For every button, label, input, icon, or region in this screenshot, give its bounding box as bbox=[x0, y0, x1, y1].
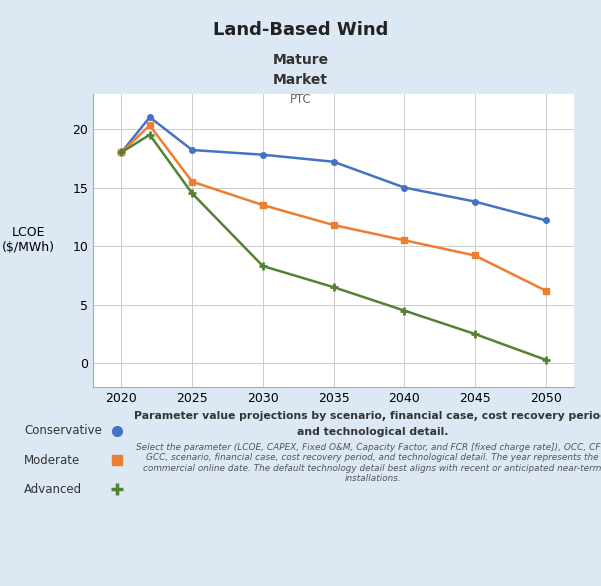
Text: Select the parameter (LCOE, CAPEX, Fixed O&M, Capacity Factor, and FCR [fixed ch: Select the parameter (LCOE, CAPEX, Fixed… bbox=[136, 443, 601, 483]
Text: LCOE
($/MWh): LCOE ($/MWh) bbox=[2, 226, 55, 254]
Text: Conservative: Conservative bbox=[24, 424, 102, 437]
Text: and technological detail.: and technological detail. bbox=[297, 427, 448, 437]
Text: Market: Market bbox=[273, 73, 328, 87]
Text: Land-Based Wind: Land-Based Wind bbox=[213, 21, 388, 39]
Text: PTC: PTC bbox=[290, 93, 311, 105]
Text: Mature: Mature bbox=[272, 53, 329, 67]
Text: Advanced: Advanced bbox=[24, 483, 82, 496]
Text: Parameter value projections by scenario, financial case, cost recovery period,: Parameter value projections by scenario,… bbox=[133, 411, 601, 421]
Text: Moderate: Moderate bbox=[24, 454, 81, 466]
